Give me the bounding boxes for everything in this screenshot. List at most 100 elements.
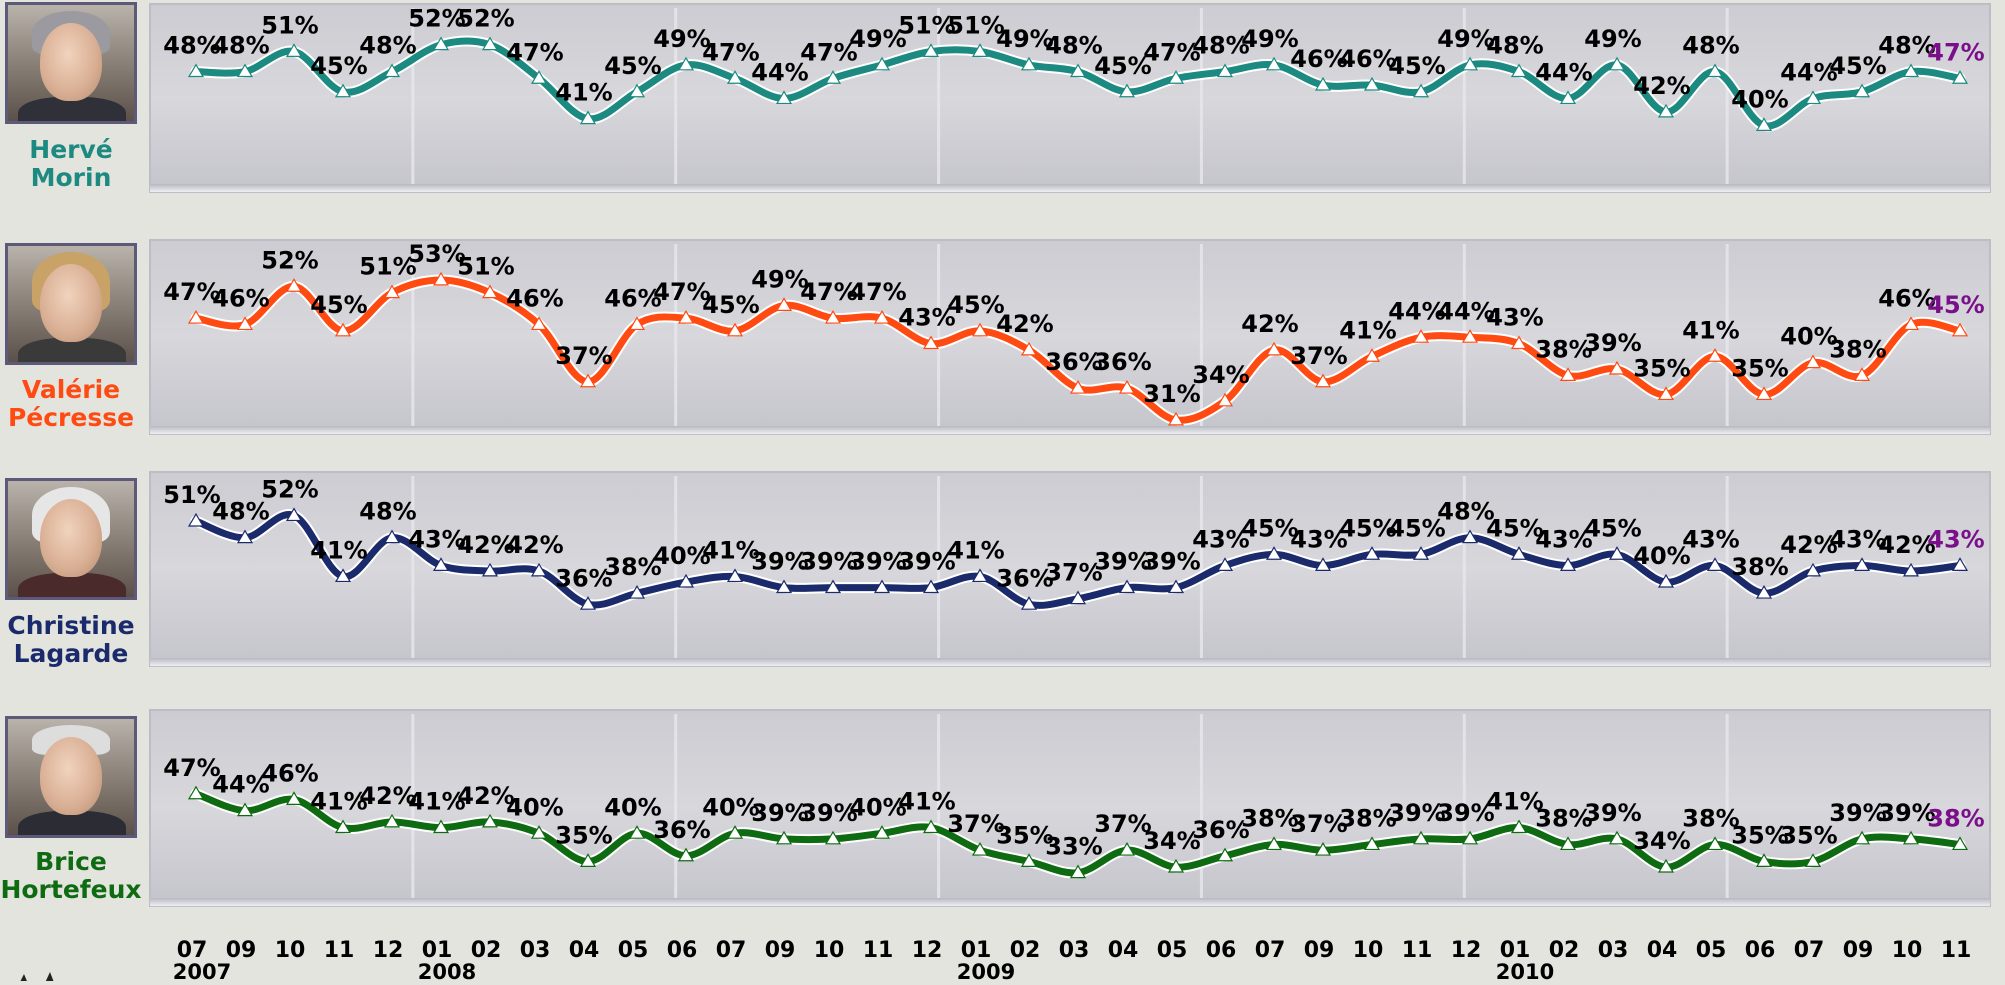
data-point-marker	[824, 309, 842, 324]
data-point-marker	[1363, 836, 1381, 851]
data-point-marker	[1755, 584, 1773, 599]
data-label: 37%	[947, 810, 1004, 838]
data-label: 45%	[947, 291, 1004, 319]
data-point-marker	[1608, 360, 1626, 375]
data-point-marker	[1804, 354, 1822, 369]
data-label: 43%	[1682, 525, 1739, 553]
data-point-marker	[1265, 341, 1283, 356]
data-point-marker	[1608, 546, 1626, 560]
data-point-marker	[1412, 546, 1430, 560]
data-point-marker	[530, 316, 548, 331]
x-tick-label: 07	[1794, 938, 1825, 963]
data-point-marker	[1363, 348, 1381, 362]
data-point-marker	[1216, 63, 1234, 78]
data-point-marker	[1804, 853, 1822, 867]
data-label: 41%	[702, 537, 759, 565]
data-label: 49%	[849, 25, 906, 53]
data-point-marker	[236, 316, 254, 331]
data-label: 49%	[996, 25, 1053, 53]
data-label: 35%	[555, 821, 612, 849]
data-label: 47%	[506, 38, 563, 66]
data-point-marker	[187, 309, 205, 324]
x-tick-label: 02	[1549, 938, 1580, 963]
data-point-marker	[579, 596, 597, 610]
data-label: 40%	[506, 793, 563, 821]
data-point-marker	[1706, 836, 1724, 851]
data-point-marker	[824, 70, 842, 84]
x-tick-label: 06	[1745, 938, 1776, 963]
data-point-marker	[677, 847, 695, 862]
data-point-marker	[285, 791, 303, 805]
data-label: 47%	[163, 278, 220, 306]
data-label: 38%	[604, 553, 661, 581]
data-point-marker	[383, 63, 401, 78]
data-point-marker	[187, 512, 205, 527]
data-point-marker	[1510, 819, 1528, 834]
data-label: 47%	[849, 278, 906, 306]
data-label: 39%	[1094, 548, 1151, 576]
x-tick-label: 07	[716, 938, 747, 963]
data-label: 43%	[1829, 525, 1886, 553]
data-point-marker	[1755, 117, 1773, 131]
data-label: 48%	[359, 498, 416, 526]
data-label: 42%	[1780, 531, 1837, 559]
data-label: 52%	[408, 5, 465, 33]
data-point-marker	[677, 56, 695, 71]
data-label: 47%	[800, 38, 857, 66]
data-point-marker	[1069, 590, 1087, 605]
data-label: 42%	[1878, 531, 1935, 559]
x-tick-label: 09	[1304, 938, 1335, 963]
data-point-marker	[1020, 596, 1038, 610]
x-tick-label: 07	[177, 938, 208, 963]
panel-floor	[150, 898, 1990, 906]
data-point-marker	[1118, 579, 1136, 594]
data-point-marker	[775, 90, 793, 105]
data-point-marker	[1755, 386, 1773, 401]
data-label: 36%	[1192, 816, 1249, 844]
data-point-marker	[1363, 546, 1381, 560]
data-point-marker	[1951, 836, 1969, 851]
data-point-marker	[1167, 579, 1185, 594]
x-tick-label: 07	[1255, 938, 1286, 963]
data-label: 42%	[506, 531, 563, 559]
series-group: 48%48%51%45%48%52%52%47%41%45%49%47%44%4…	[163, 5, 1985, 132]
data-label: 39%	[1388, 799, 1445, 827]
data-label: 39%	[800, 548, 857, 576]
data-label: 41%	[555, 79, 612, 107]
data-label: 39%	[1437, 799, 1494, 827]
data-label: 48%	[1878, 32, 1935, 60]
data-point-marker	[1657, 386, 1675, 401]
data-label: 38%	[1731, 553, 1788, 581]
data-label: 42%	[457, 531, 514, 559]
data-label: 51%	[947, 11, 1004, 39]
data-label: 38%	[1829, 335, 1886, 363]
data-label: 45%	[1829, 52, 1886, 80]
data-label: 38%	[1535, 335, 1592, 363]
data-point-marker	[1657, 573, 1675, 588]
data-label: 43%	[898, 304, 955, 332]
data-label: 44%	[751, 59, 808, 87]
data-point-marker	[481, 284, 499, 299]
data-point-marker	[1412, 83, 1430, 98]
x-tick-label: 12	[1451, 938, 1482, 963]
x-tick-label: 04	[1108, 938, 1139, 963]
x-tick-label: 06	[667, 938, 698, 963]
data-point-marker	[971, 43, 989, 57]
data-label: 39%	[800, 799, 857, 827]
data-point-marker	[383, 529, 401, 544]
data-point-marker	[432, 557, 450, 571]
x-year-label: 2010	[1496, 960, 1554, 981]
data-point-marker	[285, 43, 303, 57]
data-point-marker	[481, 813, 499, 828]
data-label: 44%	[1780, 59, 1837, 87]
data-label: 41%	[1486, 788, 1543, 816]
data-point-marker	[285, 278, 303, 292]
data-point-marker	[481, 36, 499, 51]
data-label: 40%	[1780, 323, 1837, 351]
data-label: 46%	[1878, 285, 1935, 313]
data-point-marker	[1020, 853, 1038, 867]
series-name-christine-lagarde: Christine Lagarde	[7, 611, 135, 668]
data-label: 51%	[898, 11, 955, 39]
data-label: 41%	[310, 537, 367, 565]
